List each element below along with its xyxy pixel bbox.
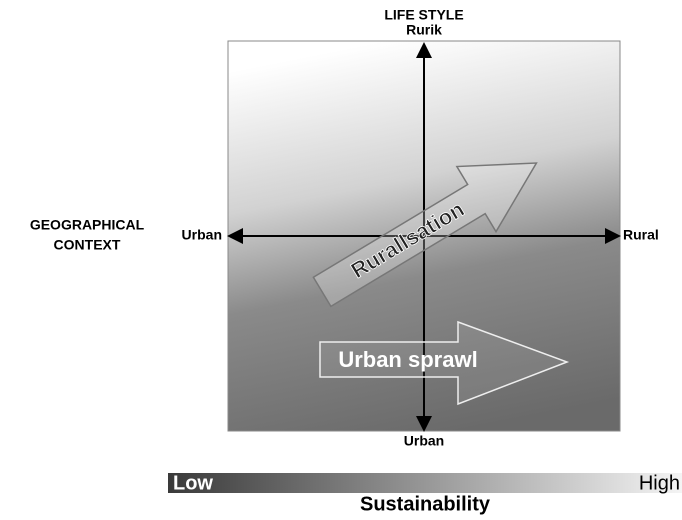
left-axis-label: Urban bbox=[182, 227, 222, 243]
sustainability-bar bbox=[168, 473, 682, 493]
scale-high: High bbox=[639, 472, 680, 494]
arrow-shape bbox=[319, 320, 570, 406]
arrow-label: Urban sprawl bbox=[338, 347, 477, 372]
top-axis-title: LIFE STYLE bbox=[384, 7, 463, 23]
scale-title: Sustainability bbox=[360, 493, 491, 515]
urban-sprawl-arrow: Urban sprawl bbox=[319, 320, 570, 406]
left-axis-title: CONTEXT bbox=[54, 237, 121, 253]
right-axis-label: Rural bbox=[623, 227, 659, 243]
scale-low: Low bbox=[173, 472, 213, 494]
left-axis-title: GEOGRAPHICAL bbox=[30, 217, 145, 233]
bottom-axis-label: Urban bbox=[404, 433, 444, 449]
arrow-shape bbox=[312, 162, 538, 308]
top-axis-label: Rurik bbox=[406, 22, 442, 38]
